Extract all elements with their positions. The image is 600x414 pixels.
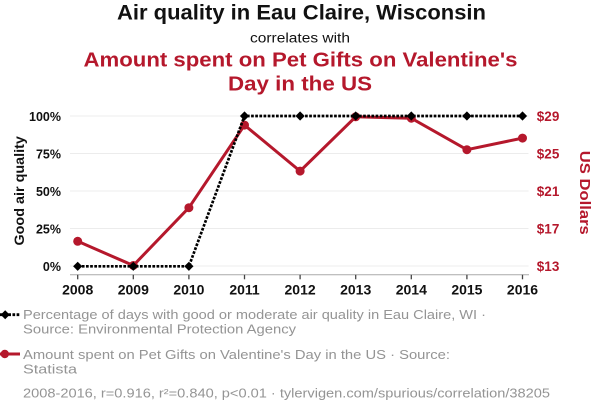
svg-text:50%: 50% — [36, 185, 61, 199]
svg-text:$21: $21 — [537, 184, 560, 199]
svg-text:75%: 75% — [36, 147, 61, 161]
svg-text:Source: Environmental Protecti: Source: Environmental Protection Agency — [23, 322, 297, 337]
svg-text:25%: 25% — [36, 222, 61, 236]
svg-text:$13: $13 — [537, 259, 560, 274]
svg-text:$29: $29 — [537, 109, 560, 124]
svg-text:2008-2016, r=0.916, r²=0.840,: 2008-2016, r=0.916, r²=0.840, p<0.01 · t… — [23, 386, 550, 401]
svg-text:Day in the US: Day in the US — [228, 73, 372, 95]
svg-text:2008: 2008 — [62, 282, 93, 298]
svg-text:2010: 2010 — [173, 282, 204, 298]
svg-text:2011: 2011 — [229, 282, 260, 298]
svg-text:$17: $17 — [537, 221, 560, 236]
svg-text:2013: 2013 — [340, 282, 371, 298]
svg-text:Statista: Statista — [23, 361, 78, 376]
svg-text:Air quality in Eau Claire, Wis: Air quality in Eau Claire, Wisconsin — [117, 2, 486, 25]
svg-text:2012: 2012 — [285, 282, 316, 298]
svg-text:2009: 2009 — [118, 282, 149, 298]
svg-text:$25: $25 — [537, 146, 560, 161]
svg-text:2014: 2014 — [396, 282, 427, 298]
svg-text:Amount spent on Pet Gifts on V: Amount spent on Pet Gifts on Valentine's… — [23, 347, 450, 362]
svg-text:Good air quality: Good air quality — [11, 136, 27, 246]
svg-text:2015: 2015 — [451, 282, 482, 298]
svg-text:Amount spent on Pet Gifts on V: Amount spent on Pet Gifts on Valentine's — [84, 50, 518, 72]
svg-text:US Dollars: US Dollars — [576, 151, 593, 235]
svg-text:100%: 100% — [29, 110, 61, 124]
svg-text:2016: 2016 — [507, 282, 538, 298]
svg-text:correlates with: correlates with — [250, 31, 350, 46]
svg-text:Percentage of days with good o: Percentage of days with good or moderate… — [23, 307, 486, 322]
svg-text:0%: 0% — [43, 260, 61, 274]
